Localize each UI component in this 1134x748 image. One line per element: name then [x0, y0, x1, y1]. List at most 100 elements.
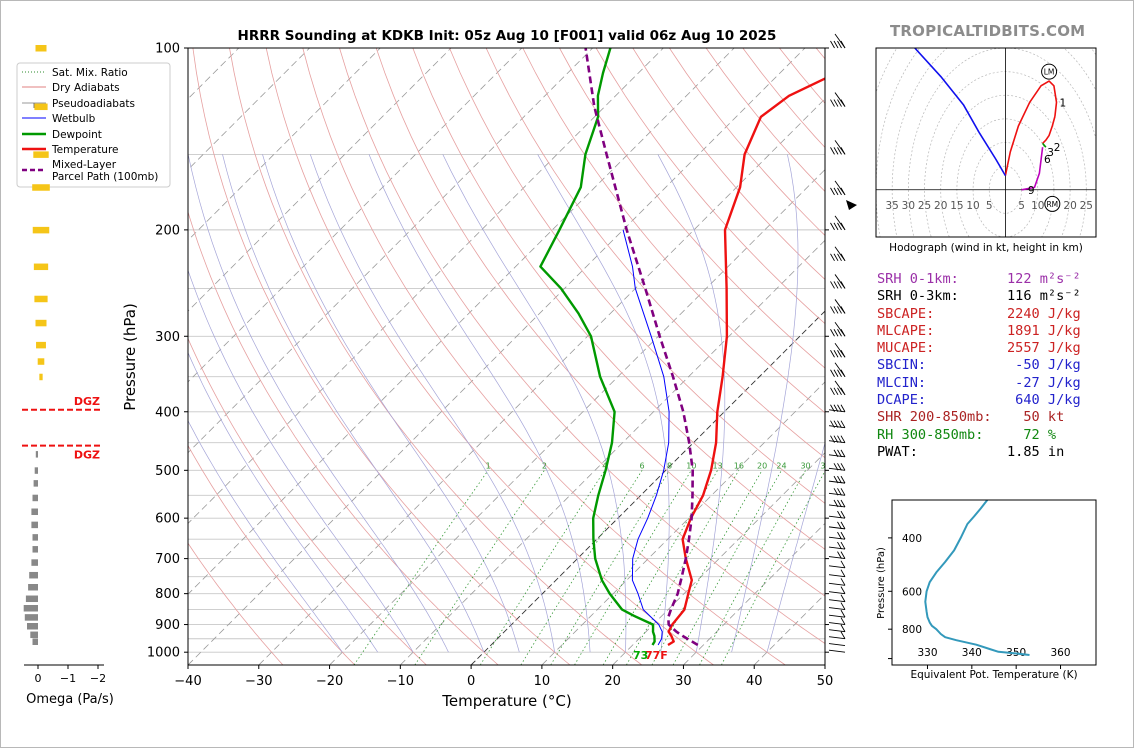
wind-barb	[828, 475, 846, 484]
wind-barb-pennant	[846, 200, 857, 210]
hodograph-segment	[1042, 116, 1056, 144]
isotherm-line	[329, 169, 825, 665]
isotherm-line	[683, 522, 825, 665]
mixing-ratio-label: 2	[542, 461, 547, 470]
hodograph-height-label: 6	[1044, 154, 1051, 166]
mixing-ratio-line	[550, 470, 670, 665]
mixing-ratio-line	[574, 470, 692, 665]
wind-barb	[828, 435, 846, 444]
omega-bar	[34, 103, 48, 111]
legend-label: Mixed-Layer	[52, 159, 117, 171]
pseudoadiabat	[188, 269, 414, 653]
x-tick-label: −20	[316, 674, 343, 689]
dry-adiabat	[188, 444, 355, 665]
profile-dewpoint	[539, 48, 656, 646]
surface-dewpoint-label: 73	[633, 649, 648, 662]
wind-barb	[828, 586, 846, 595]
wind-barb	[828, 420, 846, 429]
legend-label: Sat. Mix. Ratio	[52, 67, 128, 79]
omega-bar	[32, 494, 38, 502]
omega-panel: 0 −1 −2 DGZ DGZ	[22, 45, 106, 685]
omega-x-tick-label: 0	[35, 672, 42, 685]
legend-label: Wetbulb	[52, 113, 96, 125]
stat-row: MUCAPE: 2557 J/kg	[877, 340, 1127, 357]
dry-adiabat	[485, 48, 825, 459]
isotherm-line	[400, 239, 825, 665]
skewt-plot-frame	[187, 47, 826, 666]
isotherm-line	[188, 48, 593, 454]
isotherm-line	[188, 48, 452, 312]
hodograph-ring-label: 15	[950, 200, 963, 212]
omega-bar	[31, 508, 38, 516]
stat-row: SBCIN: -50 J/kg	[877, 357, 1127, 374]
mixing-ratio-label: 8	[667, 461, 672, 470]
mixing-ratio-label: 16	[734, 461, 744, 470]
mixing-ratio-label: 6	[640, 461, 645, 470]
y-tick-label: 800	[155, 587, 180, 602]
mixing-ratio-line	[414, 470, 545, 665]
omega-x-axis-label: Omega (Pa/s)	[26, 692, 114, 707]
stat-label: MLCIN:	[877, 374, 927, 391]
mixing-ratio-line	[721, 470, 825, 665]
stat-row: MLCIN: -27 J/kg	[877, 375, 1127, 392]
x-tick-label: 10	[534, 674, 551, 689]
pseudoadiabat	[766, 441, 825, 653]
pseudoadiabat	[188, 154, 449, 653]
stat-value: 640 J/kg	[1007, 392, 1081, 409]
pseudoadiabat	[188, 419, 343, 653]
stat-row: SHR 200-850mb: 50 kt	[877, 409, 1127, 426]
wind-barb	[828, 631, 846, 640]
x-tick-label: −40	[174, 674, 201, 689]
legend-entry: Pseudoadiabats	[22, 98, 135, 110]
legend-box	[16, 62, 171, 188]
omega-bar	[33, 151, 49, 158]
dry-adiabat	[559, 48, 825, 369]
stat-value: 122 m²s⁻²	[1007, 271, 1081, 287]
y-tick-label: 500	[155, 464, 180, 479]
mixing-ratio-line	[479, 470, 606, 665]
y-tick-label: 200	[155, 223, 180, 238]
omega-bar	[32, 226, 50, 234]
stats-panel: SRH 0-1km: 122 m²s⁻² SRH 0-3km: 116 m²s⁻² …	[877, 271, 1127, 461]
omega-bar	[37, 358, 45, 365]
hodograph-trace: 1 236 9 LM RM	[913, 48, 1066, 212]
pseudoadiabat	[222, 154, 485, 653]
hodograph-frame	[875, 47, 1097, 238]
x-tick-label: −10	[387, 674, 414, 689]
stat-value: 2240 J/kg	[1007, 305, 1081, 322]
wind-barb	[830, 140, 846, 155]
chart-title: HRRR Sounding at KDKB Init: 05z Aug 10 […	[238, 28, 777, 44]
dry-adiabat	[339, 48, 825, 645]
profile-mixed-layer-parcel-path-100mb	[584, 48, 699, 647]
omega-bar	[35, 319, 47, 327]
mixing-ratio-label: 4	[602, 461, 607, 470]
x-tick-label: 50	[817, 674, 834, 689]
wind-barb	[828, 521, 846, 530]
wind-barb	[828, 624, 846, 633]
mixing-ratio-label: 1	[486, 461, 491, 470]
omega-bar	[39, 373, 43, 381]
dry-adiabat	[265, 48, 714, 665]
wind-barb	[830, 380, 846, 396]
wind-barb	[830, 92, 846, 107]
wind-barb	[828, 594, 846, 603]
x-tick-label: 0	[467, 674, 475, 689]
legend-label: Pseudoadiabats	[52, 98, 135, 110]
hodograph-height-label: 2	[1054, 142, 1061, 154]
pseudoadiabat	[309, 154, 556, 653]
stat-value: 1.85 in	[1007, 443, 1065, 460]
wind-barb	[828, 649, 846, 653]
theta-e-y-tick-label: 800	[902, 624, 922, 636]
wind-barb	[830, 215, 846, 231]
theta-e-x-axis-label: Equivalent Pot. Temperature (K)	[910, 669, 1077, 681]
isotherm-line	[188, 48, 664, 524]
legend-entry: Temperature	[22, 144, 119, 156]
wind-barb	[828, 602, 846, 610]
omega-bar	[23, 605, 38, 612]
hodograph-rings: 3530252015105510152025	[876, 48, 1096, 237]
dry-adiabat	[192, 48, 571, 665]
hodograph-storm-motion-marker: LM	[1041, 63, 1058, 80]
